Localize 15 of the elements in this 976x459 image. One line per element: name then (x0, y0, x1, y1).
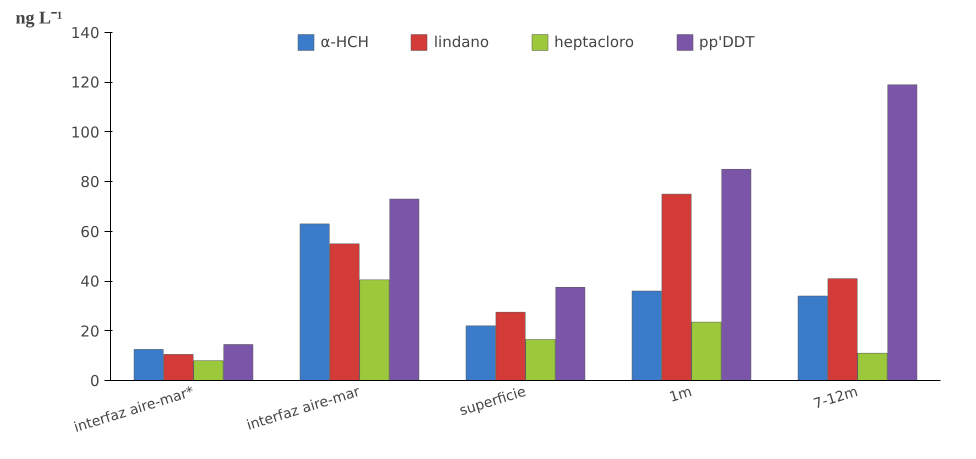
y-tick-label: 100 (70, 123, 100, 142)
y-tick-label: 0 (90, 372, 100, 390)
y-tick-label: 60 (80, 222, 100, 241)
x-tick-label: 1m (668, 384, 694, 406)
y-tick-label: 80 (80, 173, 100, 192)
y-tick-label: 40 (80, 272, 100, 291)
legend-label: lindano (434, 33, 490, 51)
legend-label: α-HCH (320, 33, 369, 51)
y-tick-label: 20 (80, 322, 100, 340)
y-axis-title: ng L⁻¹ (16, 8, 62, 28)
x-tick-label: 7-12m (812, 384, 860, 413)
y-tick-label: 120 (70, 74, 100, 92)
legend-label: heptacloro (554, 33, 634, 51)
y-tick-label: 140 (70, 24, 100, 42)
legend-label: pp'DDT (699, 33, 754, 51)
